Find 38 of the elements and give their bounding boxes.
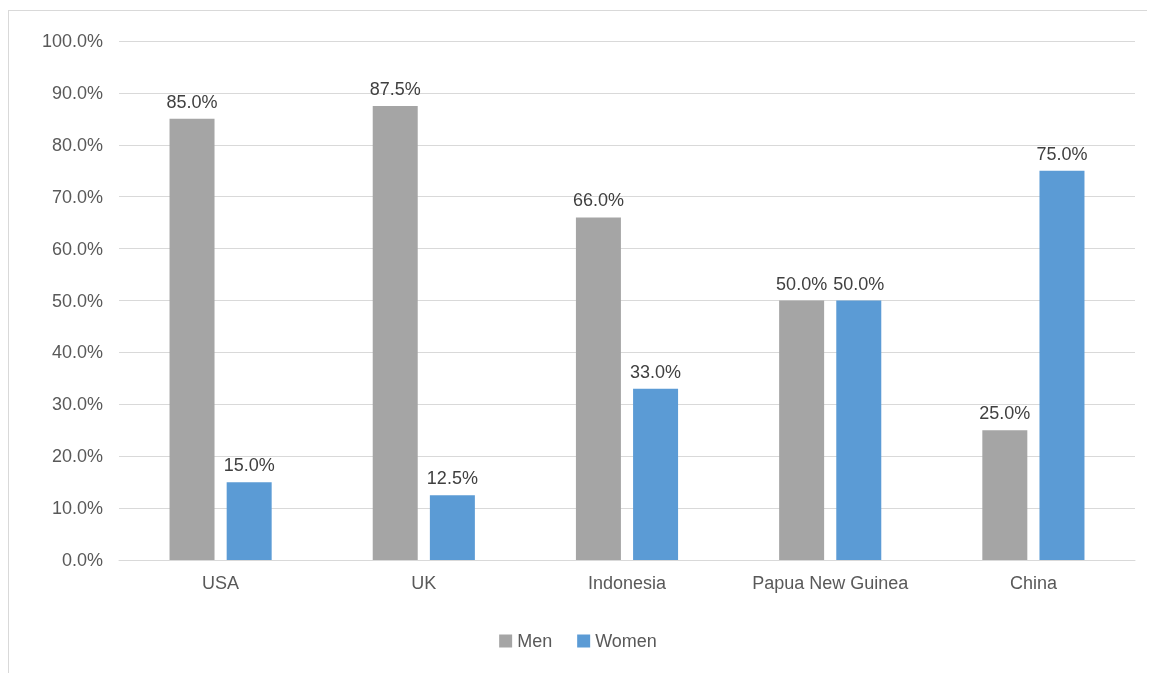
data-label: 66.0% — [572, 190, 624, 211]
data-label: 50.0% — [833, 273, 885, 294]
y-tick-label: 10.0% — [51, 498, 103, 519]
data-label: 75.0% — [1036, 143, 1088, 164]
y-tick-label: 0.0% — [61, 550, 103, 570]
y-tick-label: 80.0% — [51, 134, 103, 155]
data-label: 85.0% — [166, 91, 218, 112]
x-tick-label: UK — [411, 573, 437, 593]
x-tick-label: USA — [202, 573, 240, 593]
y-tick-label: 60.0% — [51, 238, 103, 259]
data-label: 12.5% — [426, 468, 478, 489]
y-tick-label: 100.0% — [41, 31, 103, 51]
data-label: 15.0% — [223, 455, 275, 476]
y-tick-label: 20.0% — [51, 446, 103, 467]
bar — [169, 118, 215, 560]
y-tick-label: 40.0% — [51, 342, 103, 363]
legend-label: Women — [595, 631, 657, 651]
x-tick-label: Papua New Guinea — [752, 573, 910, 593]
bar — [779, 300, 825, 560]
bar — [1039, 170, 1085, 560]
bar — [982, 430, 1028, 560]
data-label: 87.5% — [369, 78, 421, 99]
data-label: 50.0% — [776, 273, 828, 294]
bar — [633, 388, 679, 560]
y-tick-label: 90.0% — [51, 82, 103, 103]
legend-label: Men — [517, 631, 553, 651]
y-tick-label: 70.0% — [51, 186, 103, 207]
bar — [836, 300, 882, 560]
data-label: 25.0% — [979, 403, 1031, 424]
y-tick-label: 50.0% — [51, 290, 103, 311]
x-tick-label: Indonesia — [587, 573, 668, 593]
bar — [429, 495, 475, 560]
bar — [372, 105, 418, 560]
bar — [575, 217, 621, 560]
x-tick-label: China — [1009, 573, 1058, 593]
bar — [226, 482, 272, 560]
y-tick-label: 30.0% — [51, 394, 103, 415]
data-label: 33.0% — [630, 361, 682, 382]
